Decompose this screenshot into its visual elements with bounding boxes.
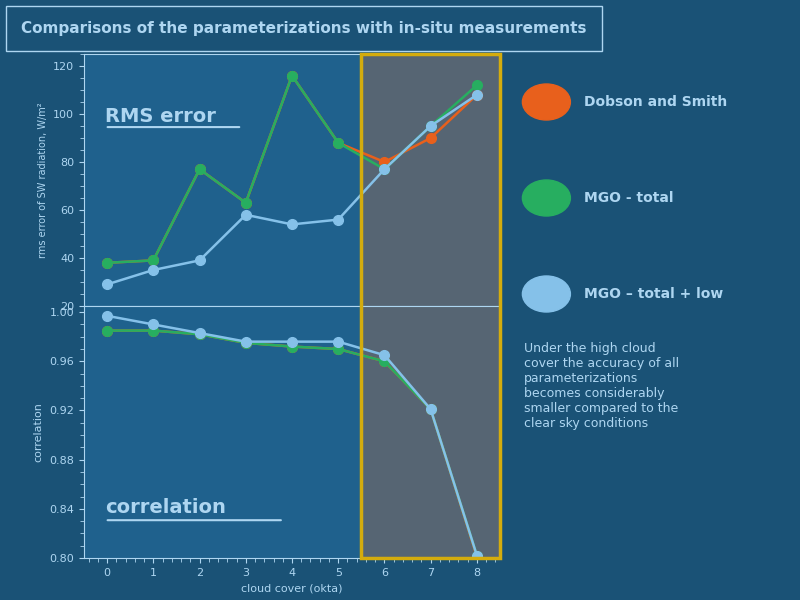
Text: RMS error: RMS error: [105, 107, 216, 126]
Bar: [362, 54, 500, 306]
Y-axis label: rms error of SW radiation, W/m²: rms error of SW radiation, W/m²: [38, 102, 47, 258]
Text: MGO - total: MGO - total: [584, 191, 674, 205]
Text: Dobson and Smith: Dobson and Smith: [584, 95, 727, 109]
Text: Comparisons of the parameterizations with in-situ measurements: Comparisons of the parameterizations wit…: [22, 21, 586, 36]
Text: correlation: correlation: [105, 497, 226, 517]
Bar: [362, 306, 500, 558]
Y-axis label: correlation: correlation: [34, 402, 44, 462]
Text: Under the high cloud
cover the accuracy of all
parameterizations
becomes conside: Under the high cloud cover the accuracy …: [524, 342, 679, 430]
Text: MGO – total + low: MGO – total + low: [584, 287, 723, 301]
X-axis label: cloud cover (okta): cloud cover (okta): [242, 583, 342, 593]
